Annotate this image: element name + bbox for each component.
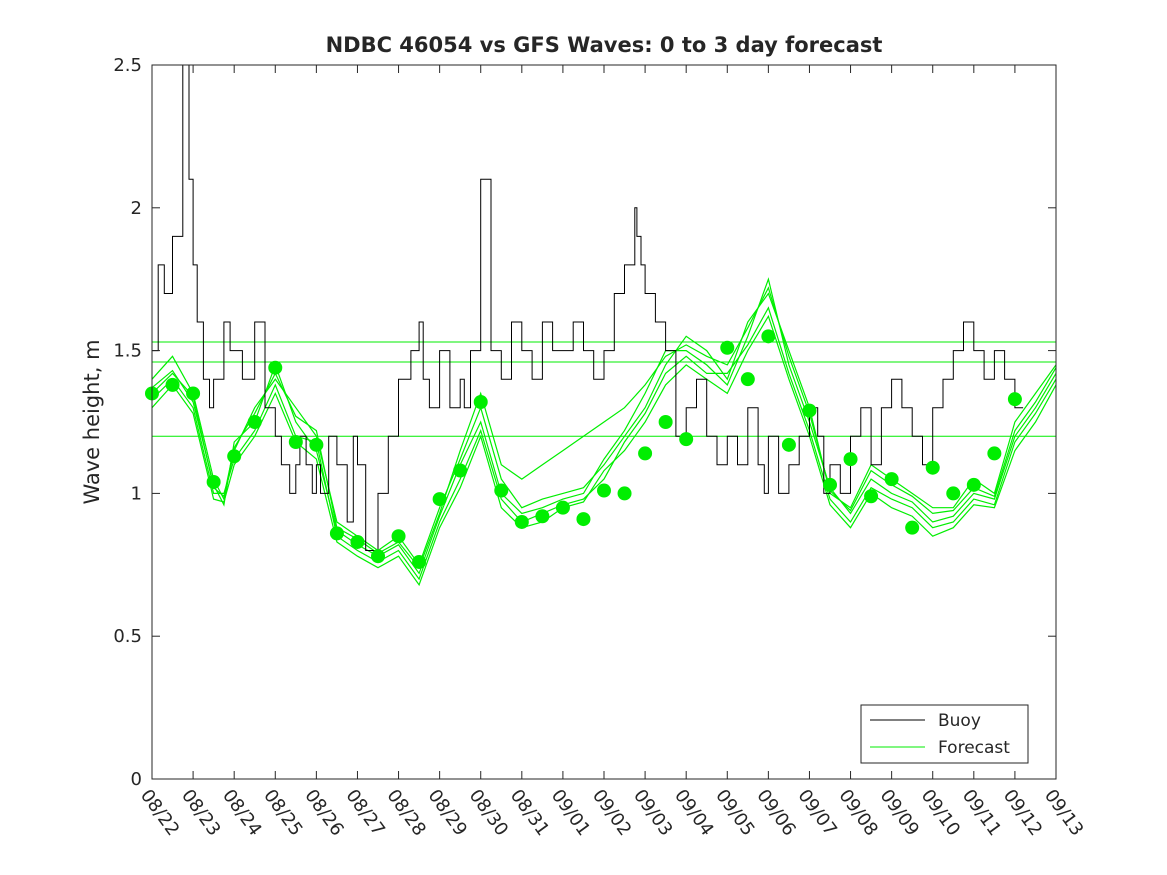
forecast-point xyxy=(268,360,283,375)
forecast-point xyxy=(432,492,447,507)
y-tick-label: 2 xyxy=(131,198,142,219)
forecast-point xyxy=(1007,392,1022,407)
forecast-point xyxy=(597,483,611,498)
forecast-point xyxy=(494,483,509,498)
forecast-point xyxy=(781,437,796,452)
forecast-point xyxy=(576,512,591,527)
forecast-point xyxy=(720,340,735,355)
forecast-point xyxy=(453,463,468,478)
forecast-point xyxy=(473,395,488,410)
forecast-point xyxy=(227,449,242,464)
forecast-point xyxy=(905,520,920,535)
forecast-line xyxy=(151,277,1057,575)
forecast-point xyxy=(329,526,344,541)
y-tick-label: 0.5 xyxy=(113,626,142,647)
forecast-point xyxy=(288,434,303,449)
forecast-point xyxy=(740,372,755,387)
forecast-point xyxy=(925,460,940,475)
forecast-point xyxy=(309,437,324,452)
legend-forecast-label: Forecast xyxy=(938,738,1010,758)
forecast-point xyxy=(946,486,961,501)
forecast-point xyxy=(966,477,981,492)
forecast-point xyxy=(165,377,180,392)
forecast-point xyxy=(823,477,837,492)
y-axis-label: Wave height, m xyxy=(80,339,104,504)
forecast-point xyxy=(843,452,858,467)
forecast-point xyxy=(186,386,201,401)
forecast-point xyxy=(884,472,899,487)
forecast-point xyxy=(350,534,365,549)
forecast-point xyxy=(761,329,776,344)
forecast-marker-group xyxy=(145,329,1022,569)
y-axis: 0 0.5 1 1.5 2 2.5 xyxy=(113,55,1056,790)
y-tick-label: 0 xyxy=(131,769,142,790)
legend: Buoy Forecast xyxy=(860,704,1029,764)
forecast-point xyxy=(802,403,817,418)
forecast-point xyxy=(412,554,427,569)
y-tick-label: 1 xyxy=(131,483,142,504)
y-tick-label: 2.5 xyxy=(113,55,142,76)
plot-area xyxy=(145,64,1057,587)
forecast-line xyxy=(151,286,1057,569)
legend-box xyxy=(860,704,1029,764)
forecast-point xyxy=(555,500,570,515)
forecast-point xyxy=(617,486,632,501)
forecast-point xyxy=(987,446,1002,461)
forecast-point xyxy=(658,415,673,429)
forecast-point xyxy=(864,489,879,504)
y-tick-label: 1.5 xyxy=(113,341,142,362)
forecast-point xyxy=(206,474,221,489)
forecast-point xyxy=(514,514,529,529)
forecast-point xyxy=(371,549,385,564)
chart-title: NDBC 46054 vs GFS Waves: 0 to 3 day fore… xyxy=(326,33,883,57)
forecast-point xyxy=(391,529,406,544)
forecast-line xyxy=(151,306,1057,581)
forecast-point xyxy=(638,446,653,461)
forecast-point xyxy=(679,432,694,447)
forecast-point xyxy=(535,509,550,524)
forecast-line xyxy=(151,314,1057,587)
forecast-point xyxy=(247,415,262,429)
legend-buoy-label: Buoy xyxy=(938,711,981,731)
